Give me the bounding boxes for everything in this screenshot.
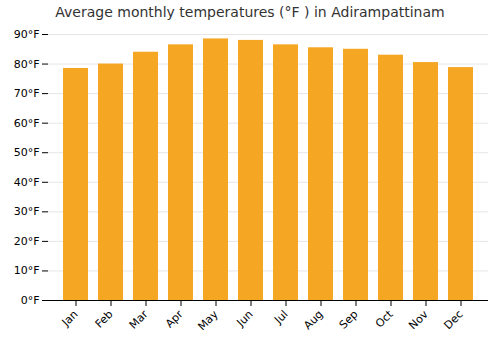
svg-text:Oct: Oct xyxy=(373,307,396,330)
svg-text:0°F: 0°F xyxy=(21,294,40,307)
svg-text:Jul: Jul xyxy=(271,308,290,327)
svg-text:Nov: Nov xyxy=(406,307,431,332)
svg-text:Aug: Aug xyxy=(301,308,325,332)
svg-text:40°F: 40°F xyxy=(14,176,40,189)
svg-text:Jan: Jan xyxy=(59,308,81,330)
svg-text:May: May xyxy=(195,307,221,333)
svg-text:Mar: Mar xyxy=(127,307,151,331)
svg-text:10°F: 10°F xyxy=(14,264,40,277)
svg-text:90°F: 90°F xyxy=(14,28,40,41)
svg-text:50°F: 50°F xyxy=(14,146,40,159)
svg-text:30°F: 30°F xyxy=(14,205,40,218)
svg-text:70°F: 70°F xyxy=(14,87,40,100)
svg-text:Apr: Apr xyxy=(163,307,186,330)
svg-text:80°F: 80°F xyxy=(14,58,40,71)
svg-text:Jun: Jun xyxy=(234,308,256,330)
svg-text:Sep: Sep xyxy=(337,308,361,332)
svg-text:60°F: 60°F xyxy=(14,117,40,130)
svg-text:20°F: 20°F xyxy=(14,235,40,248)
html-text:Average monthly temperatures (: Average monthly temperatures (°F ) in Ad… xyxy=(55,4,445,20)
svg-text:Dec: Dec xyxy=(441,308,465,332)
svg-text:Feb: Feb xyxy=(93,308,116,331)
